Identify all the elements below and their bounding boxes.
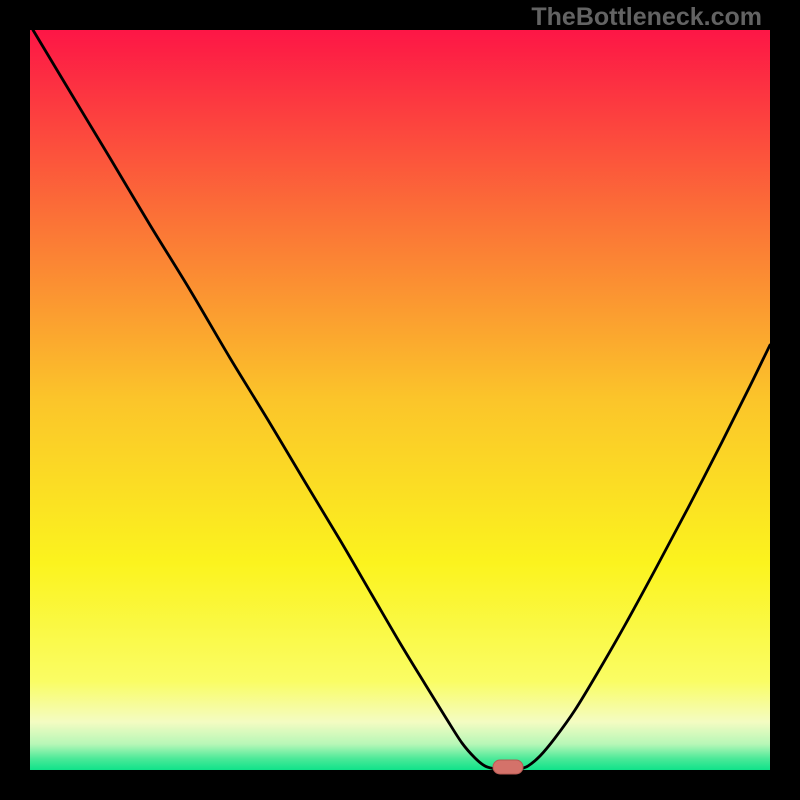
watermark-label: TheBottleneck.com (531, 3, 762, 32)
optimum-marker-shape (493, 760, 523, 774)
plot-area (30, 30, 770, 770)
gradient-background (30, 30, 770, 770)
optimum-marker (492, 759, 524, 775)
chart-root: TheBottleneck.com (0, 0, 800, 800)
